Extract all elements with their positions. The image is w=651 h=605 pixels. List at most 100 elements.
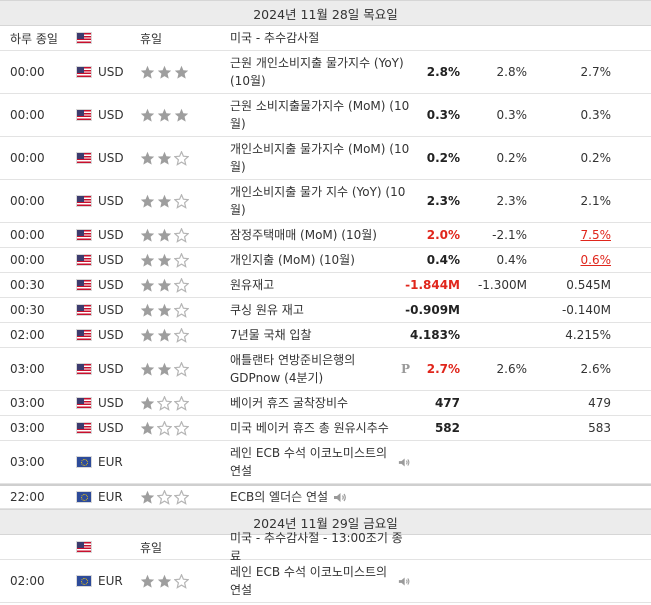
event-row[interactable]: 00:00 USD 개인소비지출 물가지수 (MoM) (10월) 0.2% 0.2% 0… [0,137,651,180]
event-text[interactable]: 레인 ECB 수석 이코노미스트의 연설 [230,565,388,597]
event-name[interactable]: 근원 개인소비지출 물가지수 (YoY) (10월) [230,51,410,93]
event-text[interactable]: 개인소비지출 물가지수 (MoM) (10월) [230,142,410,174]
importance [140,51,200,93]
event-time: 00:00 [10,253,45,267]
event-name[interactable]: 개인소비지출 물가 지수 (YoY) (10월) [230,180,410,222]
event-time: 03:00 [10,362,45,376]
event-row[interactable]: 00:00 USD 개인소비지출 물가 지수 (YoY) (10월) 2.3% 2.3%… [0,180,651,223]
star-icon [174,108,189,122]
event-text[interactable]: 7년물 국채 입찰 [230,328,312,342]
event-time: 00:00 [10,65,45,79]
event-row[interactable]: 00:30 USD 쿠싱 원유 재고 -0.909M -0.140M [0,298,651,323]
event-name[interactable]: 잠정주택매매 (MoM) (10월) [230,223,410,247]
previous-text: 7.5% [580,228,612,242]
event-text[interactable]: 미국 - 추수감사절 [230,31,320,45]
star-icon [157,303,172,317]
forecast-value [466,298,527,322]
event-row[interactable]: 03:00 EUR 레인 ECB 수석 이코노미스트의 연설 [0,441,651,484]
event-row[interactable]: 22:00 EUR ECB의 엘더슨 연설 [0,484,651,509]
event-name[interactable]: 레인 ECB 수석 이코노미스트의 연설 [230,441,410,483]
event-name[interactable]: 근원 소비지출물가지수 (MoM) (10월) [230,94,410,136]
event-name[interactable]: 쿠싱 원유 재고 [230,298,410,322]
event-text[interactable]: 근원 개인소비지출 물가지수 (YoY) (10월) [230,56,404,88]
currency: USD [98,396,124,410]
star-icon [140,303,155,317]
event-name[interactable]: 애틀랜타 연방준비은행의 GDPnow (4분기) P [230,348,410,390]
event-text[interactable]: 미국 - 추수감사절 - 13:00조기 종료 [230,531,403,563]
event-row[interactable]: 03:00 USD 베이커 휴즈 굴착장비수 477 479 [0,391,651,416]
event-row[interactable]: 02:00 EUR 레인 ECB 수석 이코노미스트의 연설 [0,560,651,603]
previous-text: 583 [588,421,611,435]
forecast-value: 0.3% [496,108,528,122]
event-name[interactable]: 미국 베이커 휴즈 총 원유시추수 [230,416,410,440]
event-text[interactable]: 개인지출 (MoM) (10월) [230,253,355,267]
actual-value: 0.4% [426,253,460,267]
event-text[interactable]: 원유재고 [230,278,275,292]
importance [140,180,200,222]
forecast-value: -1.300M [477,278,527,292]
event-row[interactable]: 00:00 USD 잠정주택매매 (MoM) (10월) 2.0% -2.1% 7.5% [0,223,651,248]
forecast-value: -2.1% [492,228,527,242]
country-flag [76,248,92,272]
country-flag [76,298,92,322]
event-time: 02:00 [10,574,45,588]
importance-stars [140,227,189,243]
importance-stars [140,327,189,343]
country-flag [76,273,92,297]
importance [140,298,200,322]
country-flag [76,535,92,559]
event-row[interactable]: 03:00 USD 미국 베이커 휴즈 총 원유시추수 582 583 [0,416,651,441]
event-text[interactable]: 베이커 휴즈 굴착장비수 [230,396,349,410]
forecast-value [466,535,527,559]
event-text[interactable]: 근원 소비지출물가지수 (MoM) (10월) [230,99,410,131]
event-text[interactable]: 미국 베이커 휴즈 총 원유시추수 [230,421,389,435]
event-name[interactable]: ECB의 엘더슨 연설 [230,486,410,508]
previous-value [550,26,611,50]
event-name[interactable]: 원유재고 [230,273,410,297]
event-name[interactable]: 미국 - 추수감사절 - 13:00조기 종료 [230,531,410,563]
previous-value: -0.140M [550,298,611,322]
star-icon [174,193,189,209]
event-time: 02:00 [10,328,45,342]
event-text[interactable]: 레인 ECB 수석 이코노미스트의 연설 [230,446,388,478]
event-name[interactable]: 레인 ECB 수석 이코노미스트의 연설 [230,560,410,602]
event-row[interactable]: 휴일 미국 - 추수감사절 - 13:00조기 종료 [0,531,651,563]
forecast-value [466,416,527,440]
event-time: 00:30 [10,278,45,292]
us-flag-icon [76,195,92,207]
event-name[interactable]: 베이커 휴즈 굴착장비수 [230,391,410,415]
previous-text: 2.1% [580,194,612,208]
event-row[interactable]: 00:00 USD 개인지출 (MoM) (10월) 0.4% 0.4% 0.6% [0,248,651,273]
speaker-icon [398,458,409,466]
event-row[interactable]: 02:00 USD 7년물 국채 입찰 4.183% 4.215% [0,323,651,348]
event-name[interactable]: 개인소비지출 물가지수 (MoM) (10월) [230,137,410,179]
event-time: 00:30 [10,303,45,317]
event-text[interactable]: 애틀랜타 연방준비은행의 GDPnow (4분기) [230,353,356,385]
event-text[interactable]: 잠정주택매매 (MoM) (10월) [230,228,377,242]
event-name[interactable]: 미국 - 추수감사절 [230,26,410,50]
forecast-value: 2.3% [496,194,528,208]
country-flag [76,560,92,602]
actual-value [400,26,460,50]
forecast-value [466,323,527,347]
day-header: 2024년 11월 29일 금요일 [0,509,651,535]
event-row[interactable]: 00:00 USD 근원 소비지출물가지수 (MoM) (10월) 0.3% 0.3% 0… [0,94,651,137]
event-name[interactable]: 개인지출 (MoM) (10월) [230,248,410,272]
event-row[interactable]: 00:30 USD 원유재고 -1.844M -1.300M 0.545M [0,273,651,298]
event-text[interactable]: ECB의 엘더슨 연설 [230,490,329,504]
event-text[interactable]: 개인소비지출 물가 지수 (YoY) (10월) [230,185,406,217]
holiday-label: 휴일 [140,31,163,46]
star-icon [174,277,189,293]
event-time: 00:00 [10,228,45,242]
event-text[interactable]: 쿠싱 원유 재고 [230,303,304,317]
event-row[interactable]: 00:00 USD 근원 개인소비지출 물가지수 (YoY) (10월) 2.8% 2.… [0,51,651,94]
star-icon [140,328,155,342]
event-name[interactable]: 7년물 국채 입찰 [230,323,410,347]
event-row[interactable]: 하루 종일 휴일 미국 - 추수감사절 [0,26,651,51]
importance [140,94,200,136]
us-flag-icon [76,541,92,553]
actual-value: -1.844M [405,278,460,292]
forecast-value [466,486,527,508]
forecast-value: 2.6% [496,362,528,376]
event-row[interactable]: 03:00 USD 애틀랜타 연방준비은행의 GDPnow (4분기) P 2.7% 2.… [0,348,651,391]
